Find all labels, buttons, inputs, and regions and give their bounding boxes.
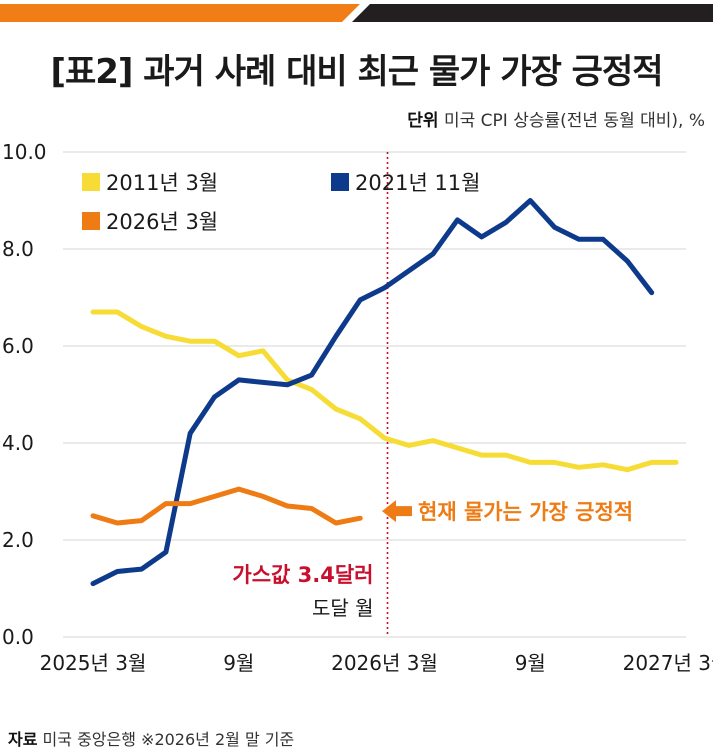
marker-label-line2: 도달 월 — [312, 596, 374, 620]
arrow-icon — [382, 500, 412, 523]
y-tick-label: 8.0 — [2, 237, 34, 261]
series-line — [90, 309, 679, 473]
x-tick-label: 2027년 3월 — [623, 651, 713, 675]
legend-swatch — [82, 212, 100, 230]
x-tick-label: 2026년 3월 — [331, 651, 438, 675]
current-arrow-label: 현재 물가는 가장 긍정적 — [418, 500, 633, 524]
unit-note: 단위 미국 CPI 상승률(전년 동월 대비), % — [407, 106, 705, 131]
x-tick-label: 9월 — [223, 651, 254, 675]
legend-label: 2026년 3월 — [106, 210, 218, 234]
y-tick-label: 4.0 — [2, 431, 34, 455]
unit-label: 단위 — [407, 111, 439, 131]
legend-swatch — [331, 173, 349, 191]
marker-label-line1: 가스값 3.4달러 — [232, 563, 373, 587]
y-tick-label: 6.0 — [2, 334, 34, 358]
header-band-orange — [0, 4, 360, 22]
header-band-dark — [352, 4, 713, 22]
x-tick-label: 9월 — [515, 651, 546, 675]
series-line — [90, 198, 655, 587]
y-tick-label: 10.0 — [2, 140, 47, 164]
unit-text: 미국 CPI 상승률(전년 동월 대비), % — [443, 111, 705, 131]
chart-title: [표2] 과거 사례 대비 최근 물가 가장 긍정적 — [50, 52, 663, 92]
x-tick-label: 2025년 3월 — [40, 651, 147, 675]
source-note: 자료 미국 중앙은행 ※2026년 2월 말 기준 — [8, 726, 294, 750]
series-line — [90, 486, 363, 526]
legend-label: 2021년 11월 — [355, 171, 480, 195]
y-tick-label: 2.0 — [2, 528, 34, 552]
legend-swatch — [82, 173, 100, 191]
legend-label: 2011년 3월 — [106, 171, 218, 195]
y-tick-label: 0.0 — [2, 625, 34, 649]
source-label: 자료 — [8, 730, 38, 749]
source-text: 미국 중앙은행 ※2026년 2월 말 기준 — [42, 730, 295, 749]
